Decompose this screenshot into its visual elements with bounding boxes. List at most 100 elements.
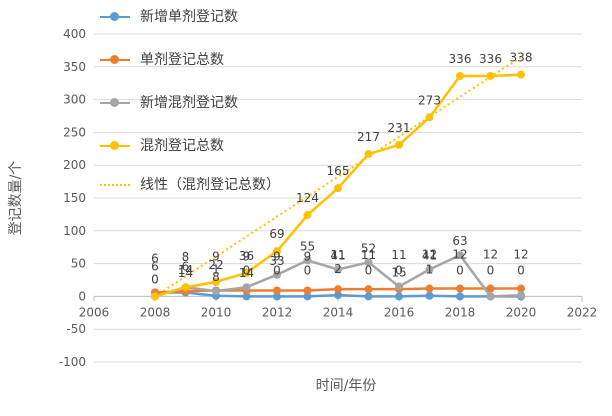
data-label: 0	[517, 263, 525, 277]
data-label: 55	[300, 239, 315, 253]
data-point	[395, 282, 403, 291]
data-point	[273, 292, 281, 301]
y-tick-label: 250	[63, 125, 86, 139]
x-tick-label: 2022	[567, 305, 598, 319]
data-label: 9	[304, 249, 312, 263]
data-label: 0	[243, 263, 251, 277]
data-label: 12	[483, 248, 498, 262]
data-point	[334, 291, 342, 300]
x-tick-label: 2016	[384, 305, 415, 319]
data-label: 0	[456, 263, 464, 277]
data-label: 124	[296, 191, 319, 205]
data-point	[395, 140, 403, 149]
legend-label: 混剂登记总数	[140, 138, 224, 154]
legend-label: 新增混剂登记数	[140, 95, 238, 111]
data-label: 0	[395, 263, 403, 277]
x-tick-label: 2020	[506, 305, 537, 319]
data-point	[456, 251, 464, 260]
data-point	[181, 283, 190, 292]
data-label: 69	[269, 227, 284, 241]
data-point	[364, 292, 373, 301]
data-point	[273, 286, 281, 295]
x-tick-label: 2018	[445, 305, 476, 319]
data-label: 2	[334, 262, 342, 276]
y-tick-label: 100	[63, 224, 86, 238]
x-axis-title: 时间/年份	[316, 378, 377, 394]
y-tick-label: 50	[71, 257, 86, 271]
data-point	[151, 292, 159, 301]
data-label: 6	[151, 251, 159, 265]
data-label: 0	[151, 272, 159, 286]
y-tick-label: 300	[63, 93, 86, 107]
x-tick-label: 2014	[323, 305, 354, 319]
data-point	[517, 70, 525, 79]
data-label: 12	[422, 248, 437, 262]
data-point	[242, 268, 251, 277]
legend-item-new-mixture: 新增混剂登记数	[96, 90, 326, 116]
legend-item-trendline: 线性（混剂登记总数）	[96, 176, 300, 214]
data-point	[303, 286, 312, 295]
data-label: 336	[449, 52, 472, 66]
data-point	[242, 292, 251, 301]
data-label: 0	[304, 263, 312, 277]
data-point	[212, 277, 220, 286]
data-point	[273, 270, 281, 279]
legend-item-mixture-total: 混剂登记总数	[96, 133, 326, 159]
data-point	[242, 283, 251, 292]
data-point	[303, 292, 312, 301]
data-label: 165	[327, 164, 350, 178]
data-label: 9	[243, 249, 251, 263]
data-label: 338	[510, 51, 533, 65]
data-point	[517, 291, 525, 300]
data-label: 9	[212, 249, 220, 263]
data-label: 6	[182, 259, 190, 273]
y-tick-label: 0	[78, 289, 86, 303]
x-tick-label: 2006	[79, 305, 110, 319]
data-point	[486, 284, 495, 293]
y-tick-label: 150	[63, 191, 86, 205]
legend-label: 线性（混剂登记总数）	[140, 177, 280, 193]
data-point	[486, 292, 495, 301]
data-label: 336	[479, 52, 502, 66]
y-tick-label: 200	[63, 158, 86, 172]
data-label: 63	[452, 234, 467, 248]
legend-label: 新增单剂登记数	[140, 9, 238, 25]
data-label: 217	[357, 130, 380, 144]
data-point	[334, 285, 342, 294]
data-point	[364, 285, 373, 294]
data-label: 8	[212, 270, 220, 284]
data-label: 0	[487, 263, 495, 277]
data-label: 12	[452, 248, 467, 262]
legend-marker	[110, 12, 119, 21]
y-tick-label: -100	[59, 355, 86, 369]
data-label: 14	[178, 263, 193, 277]
data-point	[364, 150, 373, 159]
legend-item-new-single: 新增单剂登记数	[96, 4, 326, 30]
y-tick-label: -50	[66, 322, 86, 336]
data-label: 15	[391, 266, 406, 280]
data-label: 1	[426, 263, 434, 277]
y-tick-label: 350	[63, 60, 86, 74]
data-label: 41	[422, 249, 437, 263]
data-label: 14	[178, 266, 193, 280]
data-label: 11	[361, 248, 376, 262]
data-point	[486, 71, 495, 80]
data-point	[303, 256, 312, 265]
legend-dotted-swatch	[100, 184, 130, 186]
data-point	[364, 258, 373, 267]
x-tick-label: 2012	[262, 305, 293, 319]
data-label: 33	[269, 254, 284, 268]
data-label: 0	[365, 263, 373, 277]
legend-item-single-total: 单剂登记总数	[96, 47, 326, 73]
legend-marker	[110, 141, 119, 150]
data-point	[334, 265, 342, 274]
data-point	[425, 265, 434, 274]
data-point	[425, 284, 434, 293]
data-point	[334, 184, 342, 193]
data-label: 11	[330, 248, 345, 262]
data-point	[303, 211, 312, 220]
legend-marker	[110, 98, 119, 107]
data-label: 231	[388, 121, 411, 135]
